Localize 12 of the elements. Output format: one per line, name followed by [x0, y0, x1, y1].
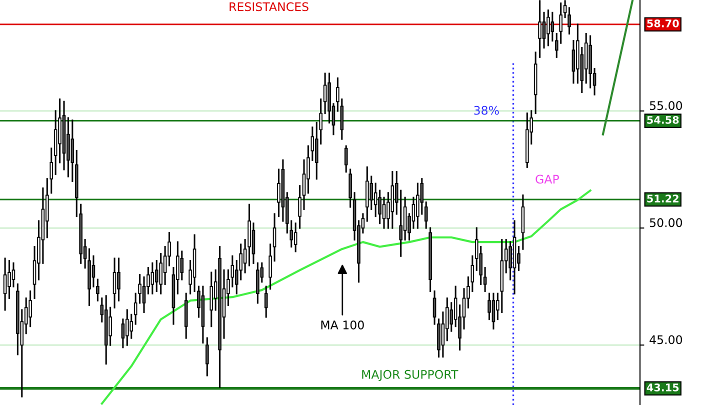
annotation: MA 100	[321, 320, 364, 330]
ref-line-label: 43.15	[646, 384, 679, 392]
annotation: 38%	[474, 106, 499, 115]
y-tick-label: 55.00	[650, 101, 682, 110]
annotation: RESISTANCES	[230, 2, 308, 12]
annotation: MAJOR SUPPORT	[362, 370, 458, 382]
y-tick-label: 45.00	[650, 335, 682, 344]
annotation: GAP	[536, 174, 559, 184]
ref-line-label: 54.58	[647, 116, 679, 124]
ref-line-label: 58.70	[647, 19, 679, 28]
y-tick-label: 50.00	[650, 218, 682, 228]
ref-line-label: 51.22	[647, 194, 678, 202]
